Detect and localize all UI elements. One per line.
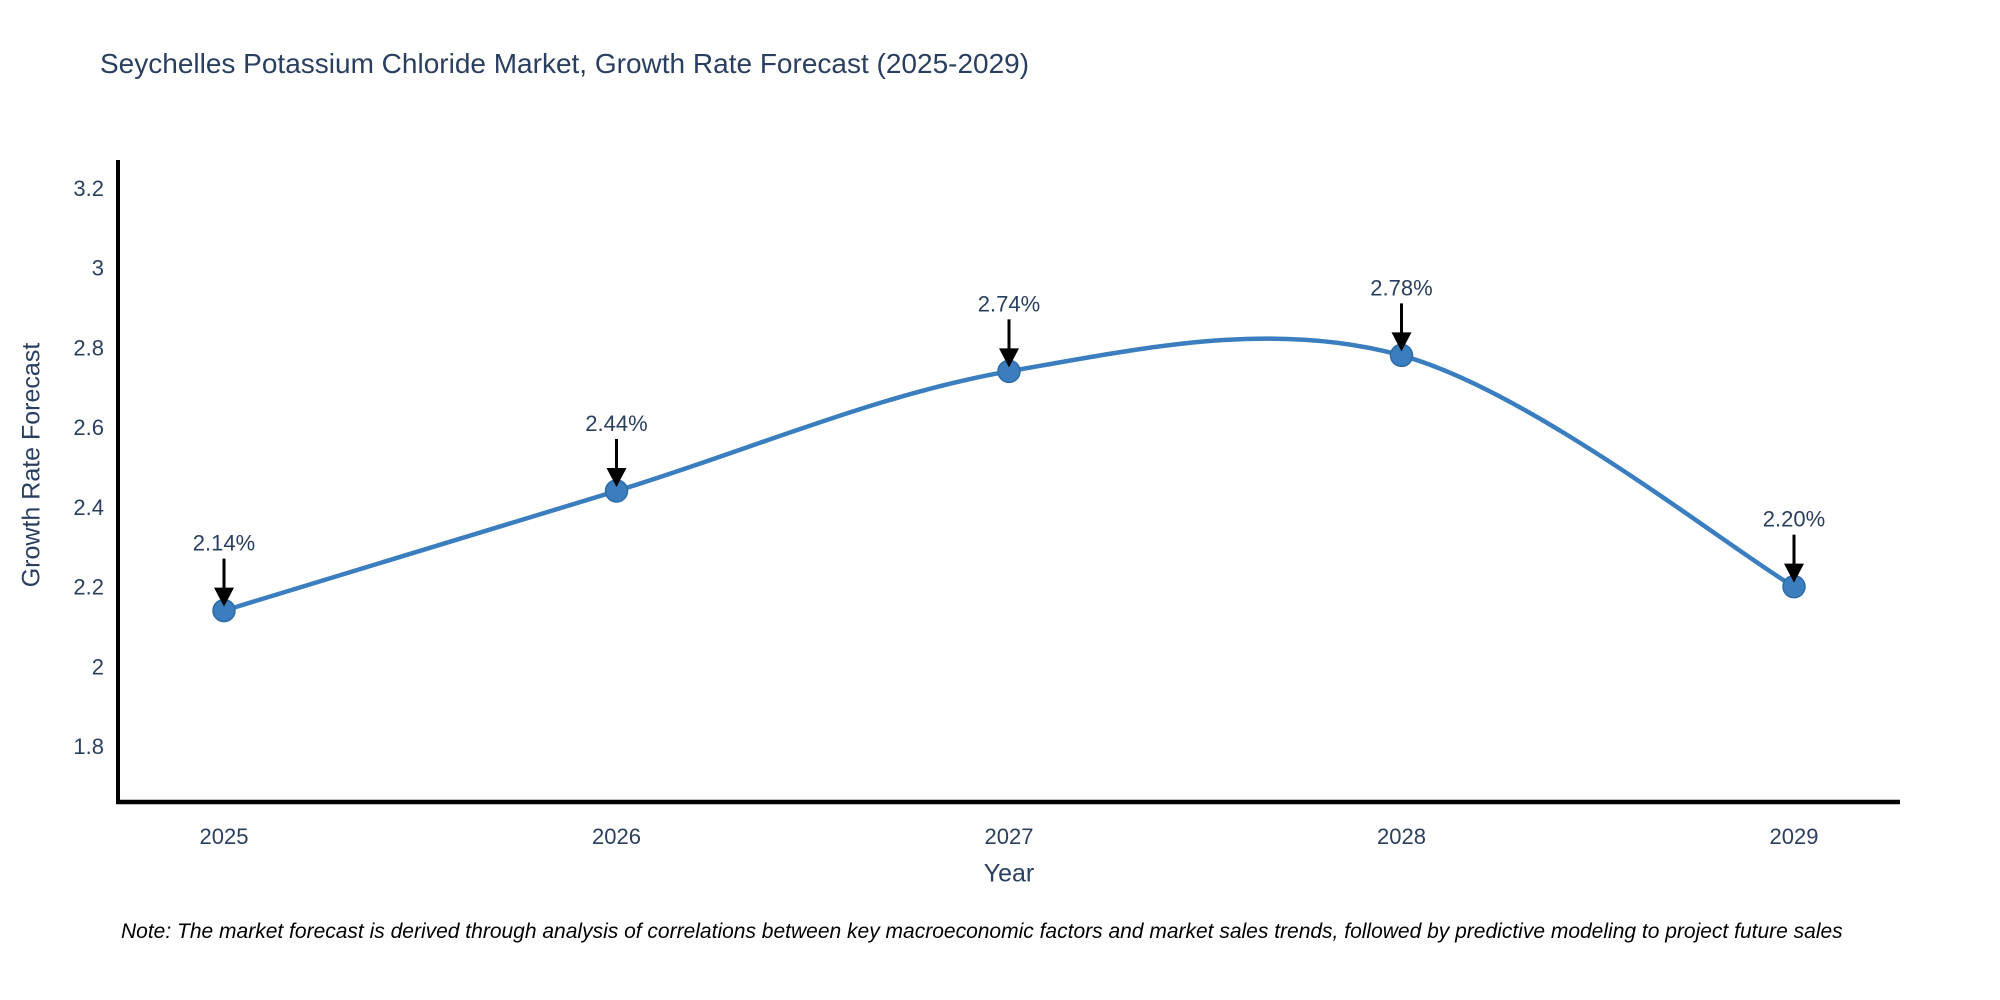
- footnote: Note: The market forecast is derived thr…: [121, 920, 1843, 943]
- point-value-label: 2.20%: [1763, 507, 1825, 532]
- y-tick-label: 2.2: [73, 575, 104, 600]
- y-tick-label: 3: [92, 256, 104, 281]
- x-axis-title: Year: [983, 859, 1035, 888]
- point-value-label: 2.74%: [978, 291, 1040, 316]
- y-tick-label: 2: [92, 654, 104, 679]
- point-value-label: 2.78%: [1370, 275, 1432, 300]
- y-tick-label: 2.4: [73, 495, 104, 520]
- annotation-arrow-head: [214, 587, 234, 607]
- x-tick-label: 2029: [1770, 824, 1819, 849]
- annotation-arrow-head: [999, 348, 1019, 368]
- y-tick-label: 3.2: [73, 176, 104, 201]
- y-tick-label: 1.8: [73, 734, 104, 759]
- annotation-arrow-head: [1784, 563, 1804, 583]
- annotation-arrow-head: [1391, 332, 1412, 352]
- x-tick-label: 2027: [985, 824, 1034, 849]
- chart-title: Seychelles Potassium Chloride Market, Gr…: [100, 48, 1030, 79]
- x-tick-label: 2028: [1377, 824, 1426, 849]
- x-tick-label: 2025: [200, 824, 249, 849]
- x-tick-label: 2026: [592, 824, 641, 849]
- y-tick-label: 2.6: [73, 415, 104, 440]
- y-tick-label: 2.8: [73, 335, 104, 360]
- annotation-arrow-head: [606, 467, 627, 487]
- point-value-label: 2.14%: [193, 531, 255, 556]
- point-value-label: 2.44%: [585, 411, 647, 436]
